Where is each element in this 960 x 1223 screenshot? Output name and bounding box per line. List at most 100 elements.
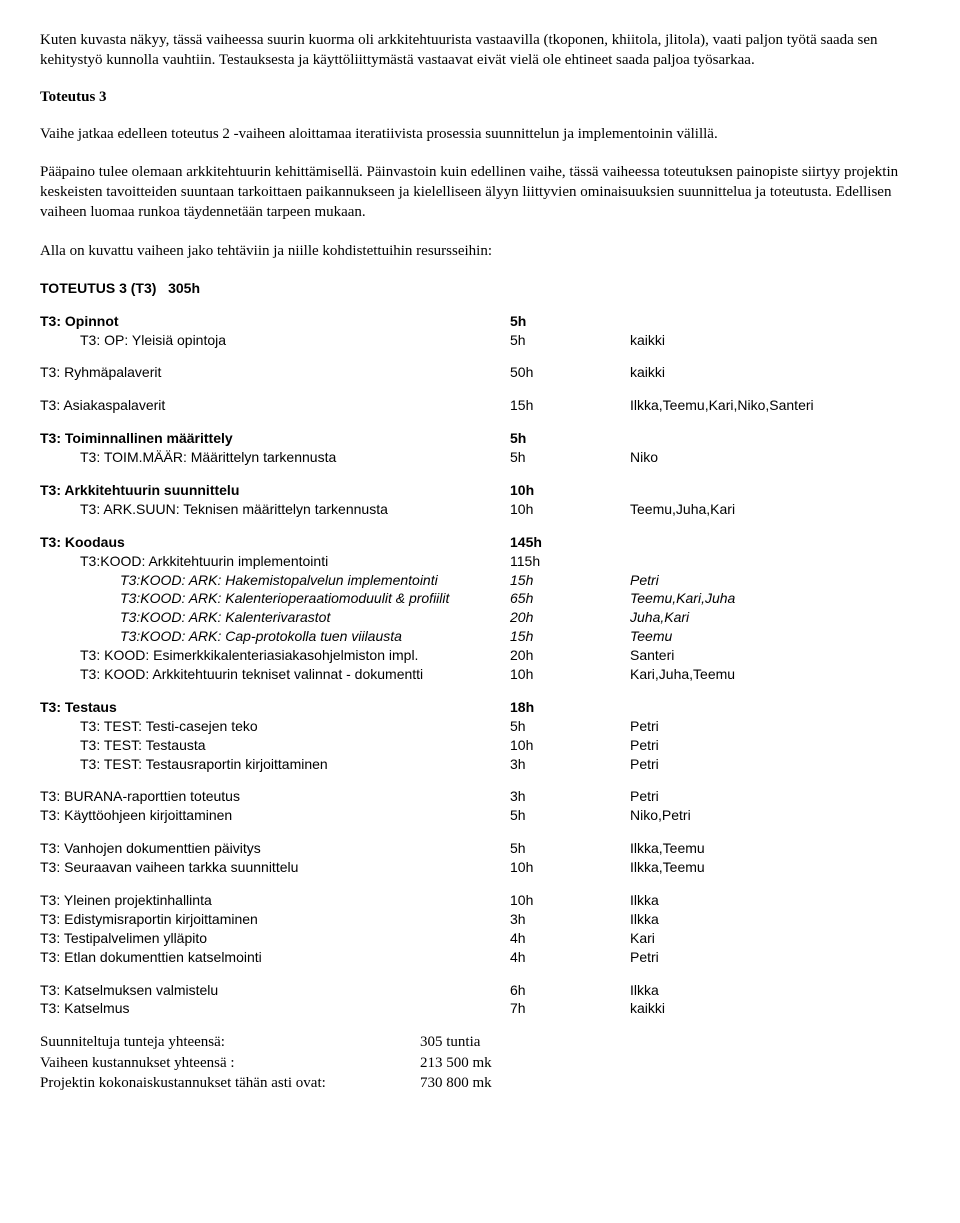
task-hours: 15h <box>510 571 630 590</box>
task-hours: 5h <box>510 717 630 736</box>
task-label: T3:KOOD: Arkkitehtuurin implementointi <box>40 552 510 571</box>
task-group: T3: BURANA-raporttien toteutus3hPetriT3:… <box>40 787 920 825</box>
task-hours: 10h <box>510 736 630 755</box>
task-table: TOTEUTUS 3 (T3) 305h T3: Opinnot5hT3: OP… <box>40 279 920 1019</box>
summary-row: Projektin kokonaiskustannukset tähän ast… <box>40 1073 920 1093</box>
group-header-resources <box>630 533 920 552</box>
summary-value: 213 500 mk <box>420 1053 620 1073</box>
task-group: T3: Katselmuksen valmistelu6hIlkkaT3: Ka… <box>40 981 920 1019</box>
group-header-row: T3: Toiminnallinen määrittely5h <box>40 429 920 448</box>
task-resources: Ilkka,Teemu <box>630 858 920 877</box>
task-label: T3:KOOD: ARK: Hakemistopalvelun implemen… <box>40 571 510 590</box>
group-header-label: T3: Koodaus <box>40 533 510 552</box>
group-header-row: T3: Koodaus145h <box>40 533 920 552</box>
task-resources: Ilkka,Teemu,Kari,Niko,Santeri <box>630 396 920 415</box>
task-row: T3: KOOD: Esimerkkikalenteriasiakasohjel… <box>40 646 920 665</box>
task-group: T3: Toiminnallinen määrittely5hT3: TOIM.… <box>40 429 920 467</box>
task-resources: kaikki <box>630 363 920 382</box>
task-row: T3: KOOD: Arkkitehtuurin tekniset valinn… <box>40 665 920 684</box>
task-label: T3:KOOD: ARK: Cap-protokolla tuen viilau… <box>40 627 510 646</box>
group-header-row: T3: Testaus18h <box>40 698 920 717</box>
task-resources: Ilkka,Teemu <box>630 839 920 858</box>
task-hours: 4h <box>510 929 630 948</box>
task-label: T3: ARK.SUUN: Teknisen määrittelyn tarke… <box>40 500 510 519</box>
group-header-hours: 10h <box>510 481 630 500</box>
task-hours: 3h <box>510 755 630 774</box>
task-row: T3: ARK.SUUN: Teknisen määrittelyn tarke… <box>40 500 920 519</box>
task-group: T3: Vanhojen dokumenttien päivitys5hIlkk… <box>40 839 920 877</box>
group-header-resources <box>630 698 920 717</box>
summary-row: Suunniteltuja tunteja yhteensä:305 tunti… <box>40 1032 920 1052</box>
task-row: T3: TEST: Testausta10hPetri <box>40 736 920 755</box>
table-header-row: TOTEUTUS 3 (T3) 305h <box>40 279 920 298</box>
task-resources: Petri <box>630 755 920 774</box>
task-hours: 65h <box>510 589 630 608</box>
task-row: T3: TOIM.MÄÄR: Määrittelyn tarkennusta5h… <box>40 448 920 467</box>
task-label: T3: Yleinen projektinhallinta <box>40 891 510 910</box>
task-row: T3: TEST: Testi-casejen teko5hPetri <box>40 717 920 736</box>
task-row: T3: BURANA-raporttien toteutus3hPetri <box>40 787 920 806</box>
task-row: T3: Katselmuksen valmistelu6hIlkka <box>40 981 920 1000</box>
task-hours: 20h <box>510 608 630 627</box>
task-row: T3:KOOD: ARK: Hakemistopalvelun implemen… <box>40 571 920 590</box>
task-label: T3:KOOD: ARK: Kalenterioperaatiomoduulit… <box>40 589 510 608</box>
task-resources: Teemu,Juha,Kari <box>630 500 920 519</box>
task-hours: 6h <box>510 981 630 1000</box>
task-label: T3: TEST: Testi-casejen teko <box>40 717 510 736</box>
task-group: T3: Ryhmäpalaverit50hkaikki <box>40 363 920 382</box>
task-resources: Ilkka <box>630 981 920 1000</box>
group-header-hours: 5h <box>510 312 630 331</box>
task-row: T3: Ryhmäpalaverit50hkaikki <box>40 363 920 382</box>
task-label: T3: Seuraavan vaiheen tarkka suunnittelu <box>40 858 510 877</box>
group-header-resources <box>630 429 920 448</box>
task-label: T3: Etlan dokumenttien katselmointi <box>40 948 510 967</box>
task-hours: 20h <box>510 646 630 665</box>
task-resources: Niko,Petri <box>630 806 920 825</box>
task-label: T3: Katselmuksen valmistelu <box>40 981 510 1000</box>
intro-paragraph-3: Pääpaino tulee olemaan arkkitehtuurin ke… <box>40 162 920 223</box>
task-resources: Petri <box>630 787 920 806</box>
task-hours: 5h <box>510 331 630 350</box>
task-hours: 3h <box>510 787 630 806</box>
task-label: T3: Testipalvelimen ylläpito <box>40 929 510 948</box>
task-label: T3: Asiakaspalaverit <box>40 396 510 415</box>
task-group: T3: Arkkitehtuurin suunnittelu10hT3: ARK… <box>40 481 920 519</box>
task-row: T3: Katselmus7hkaikki <box>40 999 920 1018</box>
task-resources: Petri <box>630 736 920 755</box>
task-row: T3:KOOD: ARK: Cap-protokolla tuen viilau… <box>40 627 920 646</box>
task-resources: Teemu <box>630 627 920 646</box>
task-resources: Niko <box>630 448 920 467</box>
task-row: T3:KOOD: ARK: Kalenterivarastot20hJuha,K… <box>40 608 920 627</box>
task-hours: 10h <box>510 665 630 684</box>
task-resources: kaikki <box>630 999 920 1018</box>
task-resources: Ilkka <box>630 910 920 929</box>
task-label: T3: BURANA-raporttien toteutus <box>40 787 510 806</box>
task-group: T3: Testaus18hT3: TEST: Testi-casejen te… <box>40 698 920 774</box>
task-label: T3: Edistymisraportin kirjoittaminen <box>40 910 510 929</box>
group-header-row: T3: Opinnot5h <box>40 312 920 331</box>
task-resources: Kari,Juha,Teemu <box>630 665 920 684</box>
task-row: T3: Testipalvelimen ylläpito4hKari <box>40 929 920 948</box>
group-header-hours: 18h <box>510 698 630 717</box>
task-hours: 10h <box>510 500 630 519</box>
task-resources: Petri <box>630 948 920 967</box>
task-label: T3: TEST: Testausta <box>40 736 510 755</box>
task-resources: Ilkka <box>630 891 920 910</box>
task-label: T3: Ryhmäpalaverit <box>40 363 510 382</box>
task-group: T3: Koodaus145hT3:KOOD: Arkkitehtuurin i… <box>40 533 920 684</box>
table-header-label: TOTEUTUS 3 (T3) <box>40 280 156 296</box>
task-hours: 4h <box>510 948 630 967</box>
task-hours: 5h <box>510 839 630 858</box>
group-header-label: T3: Opinnot <box>40 312 510 331</box>
task-group: T3: Opinnot5hT3: OP: Yleisiä opintoja5hk… <box>40 312 920 350</box>
task-row: T3: Etlan dokumenttien katselmointi4hPet… <box>40 948 920 967</box>
group-header-hours: 5h <box>510 429 630 448</box>
task-hours: 5h <box>510 806 630 825</box>
task-group: T3: Asiakaspalaverit15hIlkka,Teemu,Kari,… <box>40 396 920 415</box>
task-label: T3: OP: Yleisiä opintoja <box>40 331 510 350</box>
task-hours: 10h <box>510 858 630 877</box>
group-header-resources <box>630 481 920 500</box>
task-label: T3: TEST: Testausraportin kirjoittaminen <box>40 755 510 774</box>
task-row: T3: Seuraavan vaiheen tarkka suunnittelu… <box>40 858 920 877</box>
task-label: T3: KOOD: Esimerkkikalenteriasiakasohjel… <box>40 646 510 665</box>
